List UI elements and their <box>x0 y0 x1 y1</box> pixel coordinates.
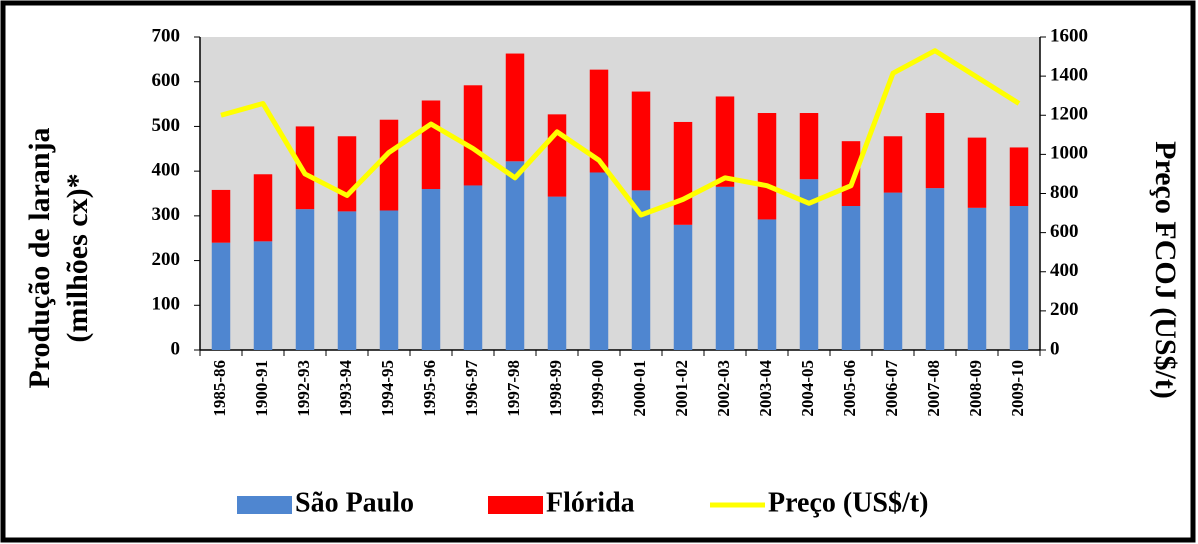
x-tick-label: 1995-96 <box>420 360 439 417</box>
bar <box>1009 206 1029 350</box>
bar <box>925 113 945 189</box>
bar <box>841 206 861 350</box>
x-tick-label: 1992-93 <box>294 360 313 417</box>
bar <box>883 136 903 193</box>
y2-tick-label: 0 <box>1050 338 1060 359</box>
x-tick-label: 2003-04 <box>756 360 775 417</box>
x-tick-label: 2009-10 <box>1008 360 1027 417</box>
bar <box>295 209 315 350</box>
x-tick-label: 2000-01 <box>630 360 649 417</box>
x-tick-label: 1997-98 <box>504 360 523 417</box>
x-tick-label: 1985-86 <box>210 360 229 417</box>
y2-tick-label: 600 <box>1050 221 1079 242</box>
bar <box>295 126 315 210</box>
bar <box>673 224 693 350</box>
bar <box>673 121 693 225</box>
bar <box>505 161 525 350</box>
legend-swatch <box>237 496 292 514</box>
y-tick-label: 100 <box>152 294 181 315</box>
y-tick-label: 500 <box>152 115 181 136</box>
bar <box>463 185 483 350</box>
bar <box>757 219 777 350</box>
bar <box>715 96 735 187</box>
y-tick-label: 700 <box>152 25 181 46</box>
bar <box>967 207 987 350</box>
x-tick-label: 1996-97 <box>462 360 481 417</box>
bar <box>547 114 567 197</box>
x-tick-label: 2002-03 <box>714 360 733 417</box>
x-tick-label: 2007-08 <box>924 360 943 417</box>
legend-label: Preço (US$/t) <box>768 487 928 518</box>
y-axis-label: Produção de laranja <box>23 127 56 388</box>
bar <box>631 91 651 191</box>
bar <box>337 211 357 350</box>
bar <box>757 113 777 220</box>
x-tick-label: 1900-91 <box>252 360 271 417</box>
legend-swatch <box>488 496 543 514</box>
bar <box>799 113 819 180</box>
bar <box>799 179 819 350</box>
y-tick-label: 0 <box>171 338 181 359</box>
x-tick-label: 2008-09 <box>966 360 985 417</box>
x-tick-label: 2004-05 <box>798 360 817 417</box>
bar <box>547 196 567 350</box>
legend-label: São Paulo <box>295 487 414 518</box>
bar <box>505 53 525 162</box>
bar <box>715 186 735 350</box>
bar <box>379 119 399 211</box>
y2-tick-label: 1400 <box>1050 64 1088 85</box>
bar <box>883 192 903 350</box>
x-tick-label: 1999-00 <box>588 360 607 417</box>
y2-tick-label: 1600 <box>1050 25 1088 46</box>
x-tick-label: 2005-06 <box>840 360 859 417</box>
y2-tick-label: 400 <box>1050 260 1079 281</box>
bar <box>967 137 987 208</box>
bar <box>1009 147 1029 207</box>
bar <box>421 100 441 190</box>
x-tick-label: 1994-95 <box>378 360 397 417</box>
y-axis-label: (milhões cx)* <box>61 173 94 342</box>
x-tick-label: 1998-99 <box>546 360 565 417</box>
x-tick-label: 1993-94 <box>336 360 355 417</box>
y-tick-label: 600 <box>152 70 181 91</box>
bar <box>211 242 231 350</box>
plot-area <box>200 37 1040 350</box>
bar <box>925 188 945 350</box>
y2-axis-label: Preço FCOJ (US$/t) <box>1149 141 1182 399</box>
bar <box>463 85 483 186</box>
x-tick-label: 2001-02 <box>672 360 691 417</box>
bar <box>379 210 399 350</box>
bar <box>589 172 609 350</box>
bar <box>589 69 609 173</box>
bar <box>421 189 441 350</box>
y2-tick-label: 800 <box>1050 182 1079 203</box>
bar <box>337 136 357 212</box>
bar <box>211 189 231 243</box>
y2-tick-label: 200 <box>1050 299 1079 320</box>
legend-label: Flórida <box>546 487 635 518</box>
y-tick-label: 200 <box>152 249 181 270</box>
y-tick-label: 400 <box>152 160 181 181</box>
bar <box>253 174 273 242</box>
x-tick-label: 2006-07 <box>882 360 901 417</box>
line <box>220 48 1021 218</box>
bar <box>253 241 273 350</box>
y-tick-label: 300 <box>152 204 181 225</box>
bar <box>631 190 651 350</box>
y2-tick-label: 1000 <box>1050 143 1088 164</box>
y2-tick-label: 1200 <box>1050 104 1088 125</box>
